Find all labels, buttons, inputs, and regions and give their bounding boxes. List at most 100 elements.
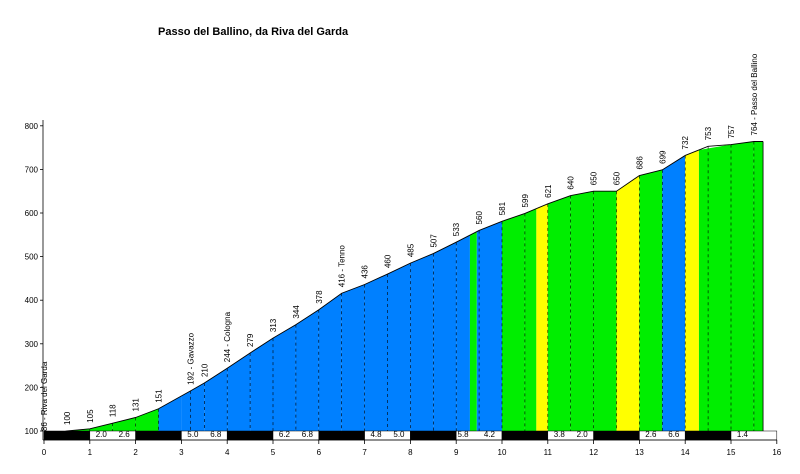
elevation-label: 460 [384,254,393,268]
elevation-label: 86 - Riva del Garda [40,361,49,431]
gradient-label: 5.8 [458,430,470,439]
gradient-labels: 2.8 1.0 2.0 2.6 4.0 5.4 5.0 6.8 7.0 6.8 6.2 6.8 6.6 5… [50,430,749,439]
x-tick-label: 2 [133,448,138,457]
x-tick-label: 11 [544,448,553,457]
segment-fill-16 [410,253,434,431]
gradient-label: 6.8 [302,430,314,439]
segment-fill-27 [616,175,640,431]
gradient-label: 4.0 [141,430,153,439]
segment-fill-11 [295,309,319,431]
elevation-label: 118 [109,404,118,417]
gradient-label: 5.0 [348,430,360,439]
gradient-label: 0.8 [709,430,721,439]
x-tick-label: 8 [408,448,413,457]
gradient-label: 6.8 [210,430,222,439]
x-tick-label: 6 [317,448,322,457]
gradient-label: 2.6 [119,430,131,439]
gradient-label: 5.0 [187,430,199,439]
elevation-label: 416 - Tenno [338,245,347,288]
gradient-label: 2.8 [50,430,62,439]
elevation-label: 757 [727,125,736,139]
profile-segments [44,141,764,438]
gradient-label: 5.4 [164,430,176,439]
elevation-label: 436 [361,265,370,279]
x-tick-label: 3 [179,448,184,457]
gradient-label: 4.2 [484,430,496,439]
elevation-label: 192 - Gavazzo [187,332,196,385]
elevation-label: 485 [406,243,415,257]
segment-fill-32 [731,141,754,431]
elevation-label: 151 [155,389,164,403]
gradient-label: 4.8 [370,430,382,439]
segment-fill-30 [685,149,699,431]
elevation-label: 533 [452,222,461,236]
gradient-label: 5.2 [439,430,451,439]
segment-fill-17 [433,242,457,431]
y-tick-label: 400 [25,296,39,305]
x-tick-label: 9 [454,448,459,457]
gradient-label: 7.2 [622,430,634,439]
y-tick-label: 800 [25,122,39,131]
profile-line [43,141,764,438]
segment-fill-22 [524,208,537,431]
segment-fill-9 [250,338,273,431]
profile-outline [43,141,764,438]
segment-fill-26 [593,191,617,431]
gradient-label: 4.4 [416,430,428,439]
segment-fill-20 [476,221,502,431]
y-tick-label: 700 [25,165,39,174]
segment-fill-25 [570,191,594,431]
elevation-label: 560 [475,211,484,225]
segment-fill-29 [662,155,686,431]
segment-fill-14 [364,274,388,431]
gradient-label: 7.7 [687,430,699,439]
elevation-label: 279 [246,333,255,347]
elevation-label: 621 [544,184,553,198]
gradient-label: 6.8 [256,430,268,439]
segment-fill-4 [135,408,159,431]
segment-fill-7 [204,368,228,431]
elevation-label: 344 [292,305,301,319]
segment-fill-10 [273,324,296,431]
segment-fill-19 [469,231,477,431]
elevation-label: 313 [269,318,278,332]
gradient-label: 6.6 [325,430,337,439]
elevation-label: 244 - Cologna [223,311,232,362]
y-tick-label: 600 [25,209,39,218]
gradient-label: 3.6 [508,430,520,439]
elevation-label: 378 [315,290,324,304]
elevation-label: 131 [132,398,141,412]
gradient-label: 7.0 [233,430,245,439]
segment-fill-13 [341,284,365,431]
segment-fill-28 [639,169,663,431]
x-tick-label: 1 [88,448,93,457]
segment-fill-5 [158,395,182,431]
elevation-label: 507 [429,234,438,248]
elevation-label: 105 [86,409,95,423]
segment-fill-33 [753,141,764,431]
gradient-label: 2.6 [645,430,657,439]
x-tick-label: 10 [498,448,507,457]
elevation-label: 100 [63,411,72,425]
y-tick-label: 200 [25,383,39,392]
x-tick-label: 16 [772,448,781,457]
segment-fill-21 [502,213,525,431]
gradient-label: 5.0 [393,430,405,439]
elevation-label: 764 - Passo del Ballino [750,53,759,135]
x-tick-label: 0 [42,448,47,457]
x-tick-label: 12 [589,448,598,457]
gradient-label: 2.0 [577,430,589,439]
elevation-label: 640 [567,176,576,190]
x-tick-label: 15 [727,448,736,457]
gradient-label: 2.3 [525,430,537,439]
segment-fill-8 [227,352,251,431]
segment-fill-23 [536,203,548,431]
elevation-label: 650 [590,171,599,185]
y-tick-label: 100 [25,427,39,436]
elevation-label: 599 [521,194,530,208]
elevation-label: 650 [613,171,622,185]
km-base-band [43,430,778,441]
elevation-label: 699 [658,150,667,164]
elevation-label: 753 [704,126,713,140]
x-tick-label: 14 [681,448,690,457]
